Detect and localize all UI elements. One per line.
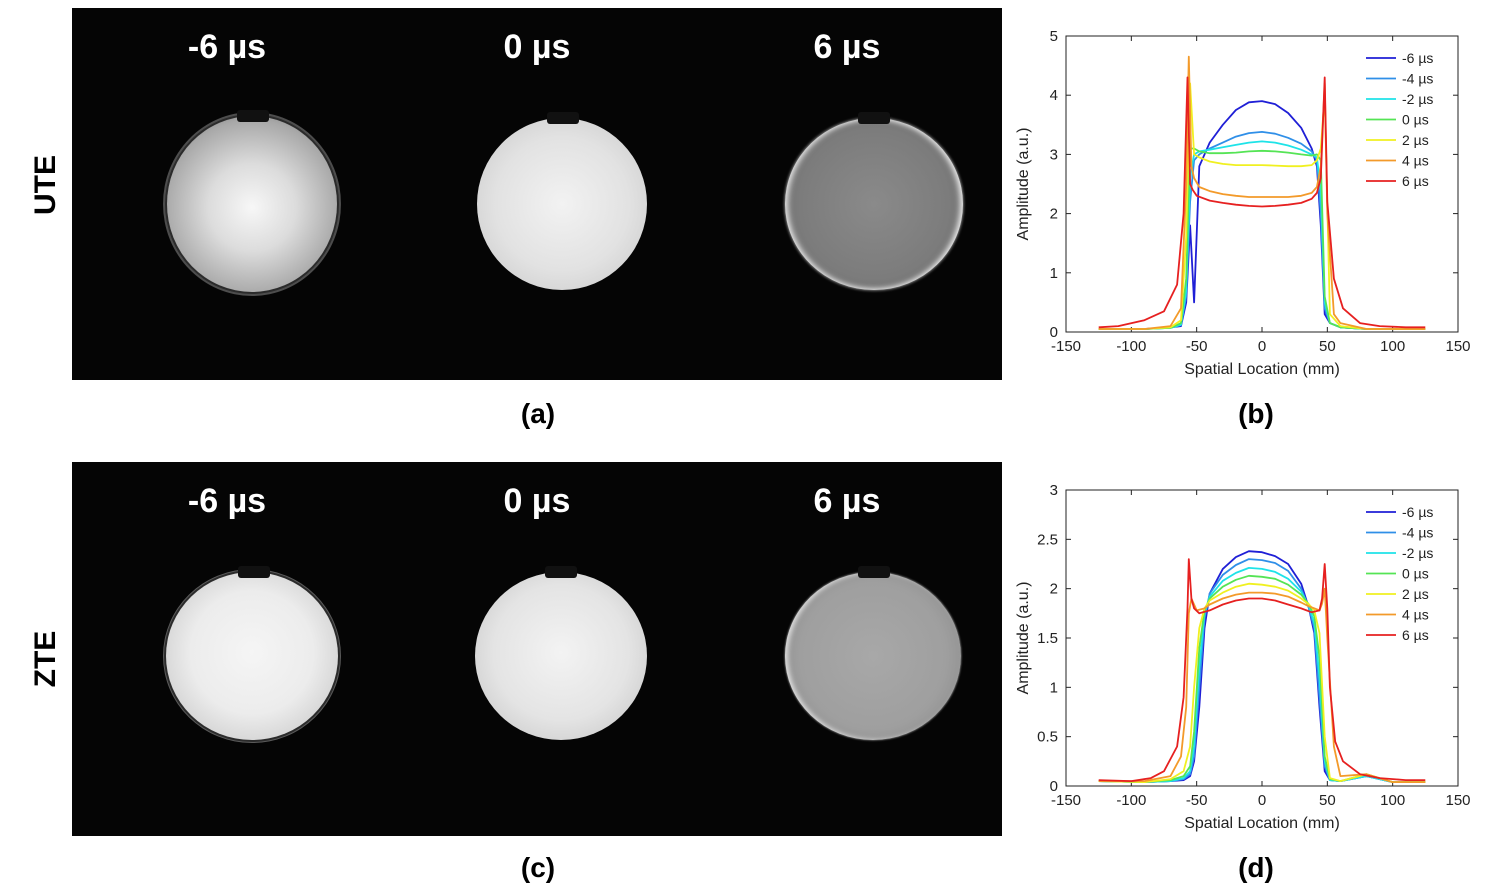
- ute-tile-6: 6 µs: [692, 8, 1002, 380]
- series-line: [1098, 76, 1426, 329]
- phantom-disc: [476, 118, 647, 290]
- legend-label: 0 µs: [1402, 112, 1429, 128]
- caption-c: (c): [520, 852, 556, 883]
- y-tick-label: 0.5: [1037, 729, 1058, 746]
- legend-label: 6 µs: [1402, 173, 1429, 189]
- phantom-cap: [857, 566, 890, 578]
- y-tick-label: 0: [1050, 324, 1058, 341]
- legend-label: -6 µs: [1402, 50, 1433, 66]
- legend-label: -2 µs: [1402, 91, 1433, 107]
- caption-a: (a): [520, 398, 556, 429]
- zte-image-panel: -6 µs 0 µs 6 µs: [72, 462, 1002, 836]
- legend-label: -4 µs: [1402, 71, 1433, 87]
- x-tick-label: -150: [1051, 338, 1081, 355]
- caption-d: (d): [1238, 852, 1274, 883]
- x-axis-label: Spatial Location (mm): [1184, 361, 1340, 378]
- legend-label: -6 µs: [1402, 504, 1433, 520]
- x-tick-label: 0: [1258, 792, 1266, 809]
- x-tick-label: 100: [1380, 338, 1405, 355]
- legend-label: 2 µs: [1402, 132, 1429, 148]
- zte-tile-0: 0 µs: [382, 462, 692, 836]
- legend-label: 4 µs: [1402, 607, 1429, 623]
- phantom-cap: [238, 566, 270, 578]
- y-tick-label: 2: [1050, 206, 1058, 223]
- y-tick-label: 1: [1050, 679, 1058, 696]
- series-line: [1098, 567, 1426, 783]
- y-tick-label: 1: [1050, 265, 1058, 282]
- x-tick-label: -50: [1186, 792, 1208, 809]
- x-tick-label: -150: [1051, 792, 1081, 809]
- y-tick-label: 0: [1050, 778, 1058, 795]
- ute-image-panel: -6 µs 0 µs 6 µs: [72, 8, 1002, 380]
- legend-label: 6 µs: [1402, 627, 1429, 643]
- phantom-disc: [166, 572, 338, 740]
- x-tick-label: 100: [1380, 792, 1405, 809]
- y-axis-label: Amplitude (a.u.): [1015, 582, 1032, 695]
- legend-label: -2 µs: [1402, 545, 1433, 561]
- zte-tile-minus6: -6 µs: [72, 462, 382, 836]
- ute-tile-0: 0 µs: [382, 8, 692, 380]
- ute-tile-minus6: -6 µs: [72, 8, 382, 380]
- tile-label: 0 µs: [503, 482, 571, 520]
- legend-label: 4 µs: [1402, 153, 1429, 169]
- phantom-cap: [544, 566, 577, 578]
- legend-label: 2 µs: [1402, 586, 1429, 602]
- y-tick-label: 1.5: [1037, 630, 1058, 647]
- y-tick-label: 2.5: [1037, 531, 1058, 548]
- x-tick-label: 150: [1445, 792, 1470, 809]
- x-tick-label: 50: [1319, 792, 1336, 809]
- phantom-disc: [784, 118, 963, 290]
- tile-label: -6 µs: [187, 482, 267, 520]
- phantom-disc: [167, 116, 337, 292]
- tile-label: -6 µs: [187, 28, 267, 66]
- tile-label: 6 µs: [813, 28, 881, 66]
- x-axis-label: Spatial Location (mm): [1184, 815, 1340, 832]
- series-line: [1098, 55, 1426, 330]
- series-line: [1098, 82, 1426, 330]
- phantom-disc: [784, 572, 961, 740]
- zte-tile-6: 6 µs: [692, 462, 1002, 836]
- caption-b: (b): [1238, 398, 1274, 429]
- x-tick-label: -50: [1186, 338, 1208, 355]
- tile-label: 0 µs: [503, 28, 571, 66]
- phantom-cap: [237, 110, 269, 122]
- tile-label: 6 µs: [813, 482, 881, 520]
- series-line: [1098, 582, 1426, 783]
- y-tick-label: 3: [1050, 482, 1058, 499]
- y-tick-label: 3: [1050, 146, 1058, 163]
- y-tick-label: 5: [1050, 28, 1058, 45]
- x-tick-label: 0: [1258, 338, 1266, 355]
- series-line: [1098, 574, 1426, 783]
- legend-label: 0 µs: [1402, 566, 1429, 582]
- series-line: [1098, 558, 1426, 782]
- y-tick-label: 2: [1050, 581, 1058, 598]
- y-tick-label: 4: [1050, 87, 1058, 104]
- x-tick-label: -100: [1116, 338, 1146, 355]
- phantom-cap: [857, 112, 890, 124]
- phantom-disc: [474, 572, 647, 740]
- phantom-cap: [546, 112, 579, 124]
- legend-label: -4 µs: [1402, 525, 1433, 541]
- x-tick-label: 50: [1319, 338, 1336, 355]
- plot-frame: [1065, 489, 1459, 787]
- y-axis-label: Amplitude (a.u.): [1015, 128, 1032, 241]
- plot-frame: [1065, 35, 1459, 333]
- x-tick-label: 150: [1445, 338, 1470, 355]
- x-tick-label: -100: [1116, 792, 1146, 809]
- series-line: [1098, 147, 1426, 330]
